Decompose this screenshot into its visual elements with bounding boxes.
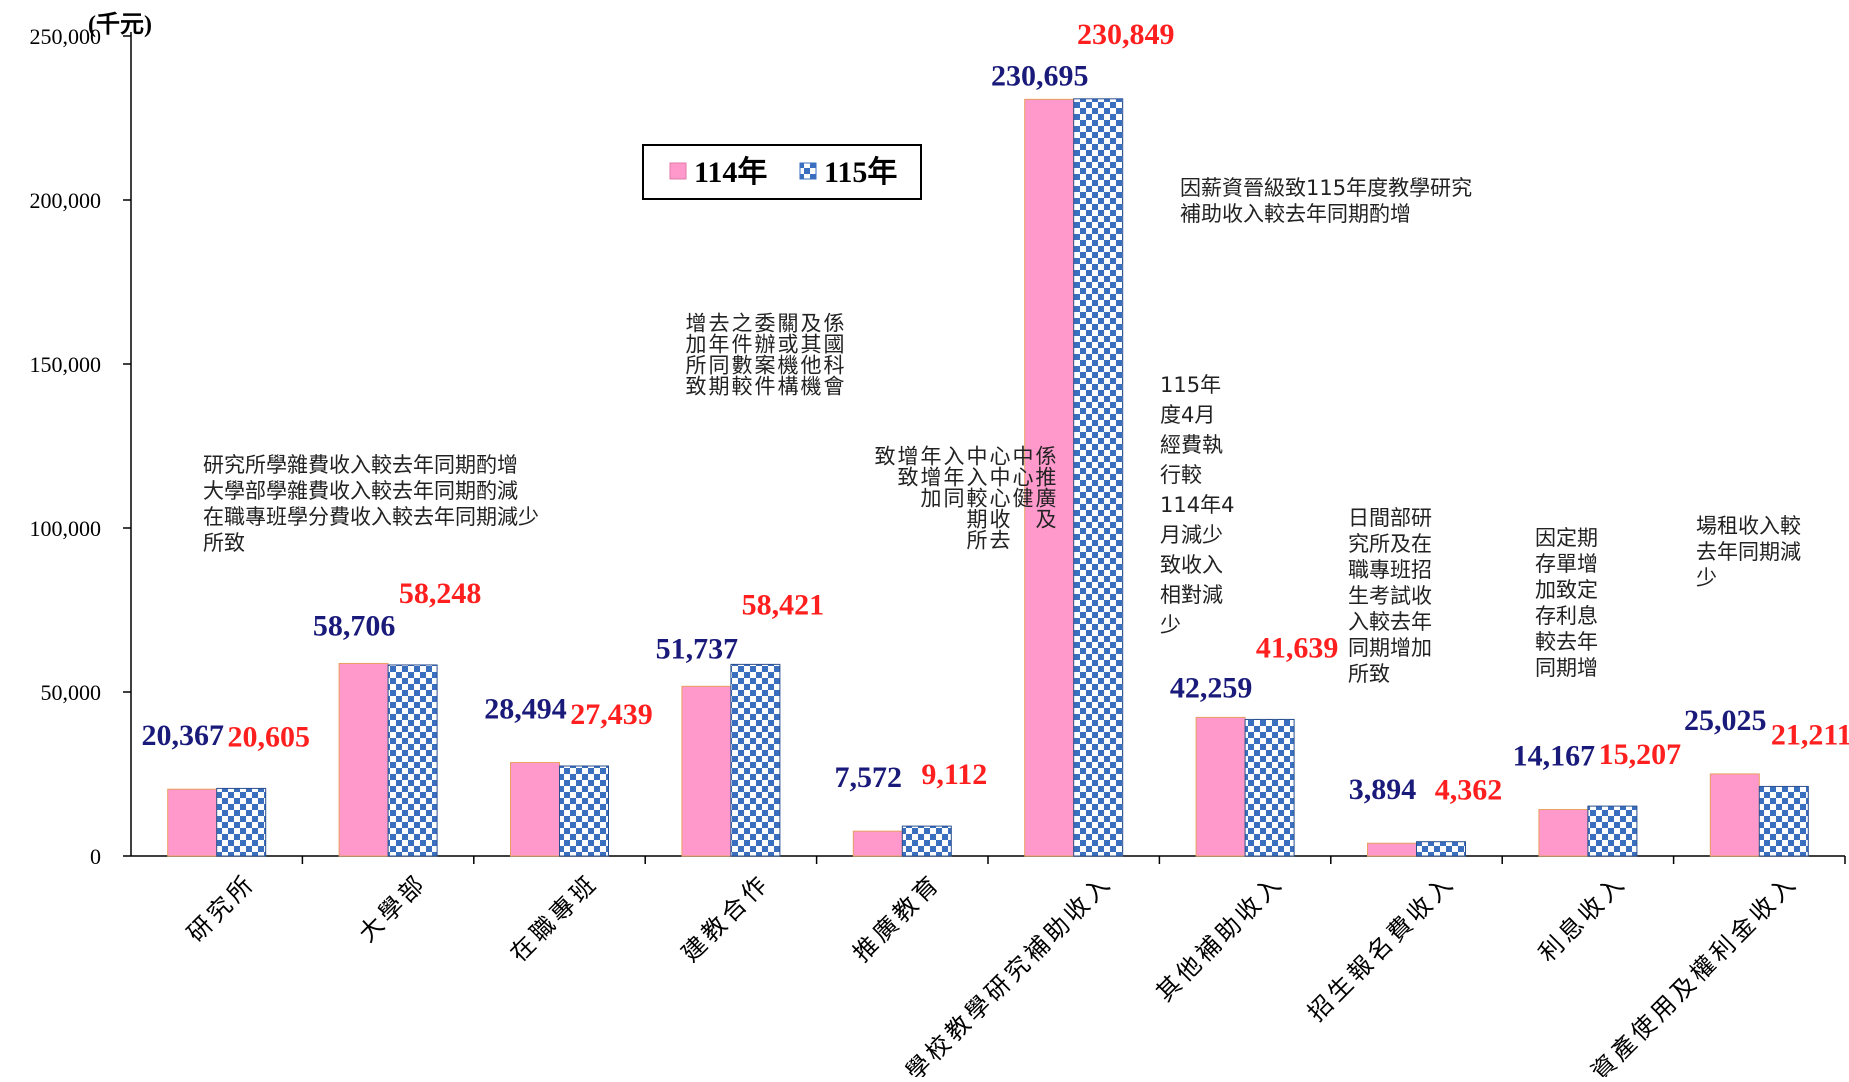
data-label-115: 20,605 (227, 720, 310, 753)
data-label-114: 20,367 (141, 719, 224, 752)
bar-114 (167, 788, 218, 857)
data-label-114: 51,737 (656, 632, 739, 665)
bar-114 (1367, 842, 1417, 857)
bar-114 (338, 662, 389, 857)
bar-114 (1538, 809, 1589, 857)
bar-115 (1073, 98, 1124, 857)
y-tick-label: 150,000 (30, 352, 102, 377)
data-label-114: 25,025 (1684, 704, 1767, 737)
unit-label: (千元) (88, 11, 152, 38)
data-label-114: 3,894 (1349, 773, 1417, 806)
bar-114 (852, 830, 903, 857)
note-extension: 係推廣及 中心健 心中心收去 中入較期所 入年同 年增加 增致 致 (872, 445, 1057, 550)
bar-114 (681, 685, 732, 857)
note-research-subsidy: 因薪資晉級致115年度教學研究 補助收入較去年同期酌增 (1180, 176, 1473, 226)
data-label-114: 42,259 (1170, 671, 1253, 704)
data-label-114: 28,494 (484, 693, 567, 726)
data-label-114: 7,572 (835, 761, 903, 794)
bar-115 (387, 664, 438, 857)
data-label-115: 9,112 (921, 758, 987, 791)
category-label: 招生報名費收入 (1303, 869, 1461, 1027)
note-cooperation: 係國科會 及其他機 關或機構 委辦案件 之件數較 去年同期 增加所致 (683, 312, 845, 396)
data-label-115: 27,439 (570, 698, 653, 731)
bar-115 (730, 663, 781, 857)
note-rental: 場租收入較 去年同期減 少 (1696, 514, 1801, 590)
bar-115 (559, 765, 609, 857)
bar-114 (1709, 773, 1760, 857)
data-label-115: 58,421 (742, 588, 825, 621)
note-tuition: 研究所學雜費收入較去年同期酌增 大學部學雜費收入較去年同期酌減 在職專班學分費收… (203, 453, 539, 555)
category-label: 其他補助收入 (1151, 869, 1289, 1007)
data-label-114: 230,695 (991, 59, 1089, 92)
bar-115 (1244, 718, 1295, 857)
bar-115 (901, 825, 952, 857)
bar-115 (1758, 785, 1809, 857)
bar-114 (1024, 98, 1075, 857)
note-interest: 因定期 存單增 加致定 存利息 較去年 同期增 (1535, 526, 1598, 680)
data-label-115: 4,362 (1435, 774, 1503, 807)
category-label: 建教合作 (677, 869, 775, 967)
bar-115 (216, 787, 267, 857)
legend-swatch-115 (799, 162, 817, 180)
legend-swatch-114 (669, 162, 687, 180)
category-label: 推廣教育 (848, 869, 946, 967)
legend-box (642, 144, 922, 200)
data-label-115: 15,207 (1599, 738, 1682, 771)
data-label-114: 14,167 (1513, 740, 1596, 773)
legend-label-114: 114年 (694, 156, 767, 189)
note-exam-fee: 日間部研 究所及在 職專班招 生考試收 入較去年 同期增加 所致 (1348, 506, 1432, 686)
data-label-115: 41,639 (1256, 631, 1339, 664)
y-tick-label: 100,000 (30, 516, 102, 541)
legend: 114年 115年 (642, 144, 922, 200)
y-tick-label: 200,000 (30, 188, 102, 213)
bar-115 (1416, 841, 1466, 857)
data-label-115: 230,849 (1077, 18, 1175, 51)
category-label: 大學部 (354, 869, 432, 947)
y-tick-label: 250,000 (30, 24, 102, 49)
y-tick-label: 0 (90, 844, 101, 869)
bar-114 (1195, 716, 1246, 857)
category-label: 利息收入 (1534, 869, 1632, 967)
data-label-115: 21,211 (1771, 718, 1849, 751)
legend-label-115: 115年 (824, 156, 897, 189)
data-label-115: 58,248 (399, 577, 482, 610)
y-tick-label: 50,000 (41, 680, 102, 705)
bar-115 (1587, 805, 1638, 857)
category-label: 研究所 (182, 869, 260, 947)
note-other-subsidy: 115年 度4月 經費執 行較 114年4 月減少 致收入 相對減 少 (1160, 373, 1235, 637)
bar-114 (510, 762, 560, 857)
category-label: 在職專班 (505, 869, 603, 967)
data-label-114: 58,706 (313, 609, 396, 642)
